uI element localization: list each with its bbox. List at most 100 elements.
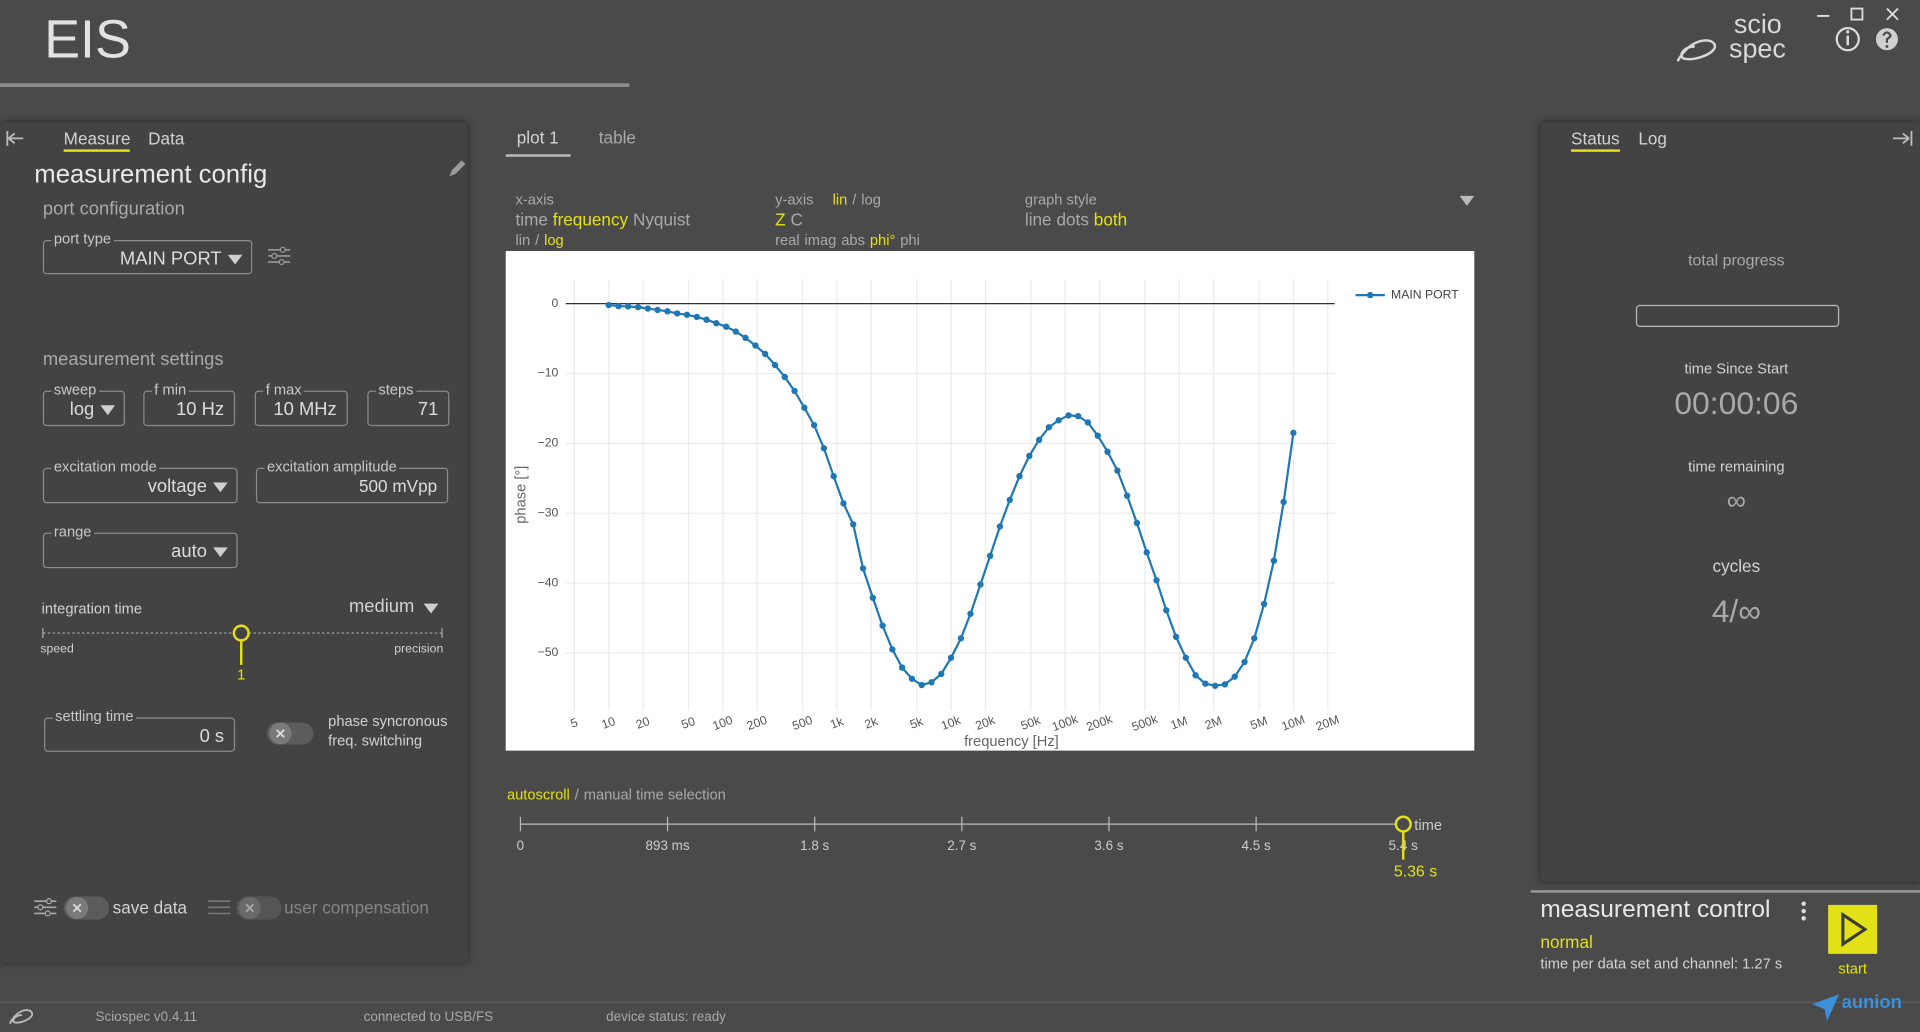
tab-data[interactable]: Data [148,128,185,149]
logo-bottom: spec [1728,33,1786,64]
data-point [781,373,788,381]
field-value: 10 Hz [176,399,225,421]
option[interactable]: Z [775,209,786,229]
option[interactable]: real [775,231,800,249]
x-axis-title: frequency [Hz] [964,734,1059,750]
edit-icon[interactable] [446,158,468,180]
option[interactable]: log [861,191,881,209]
y-axis-components[interactable]: real imag abs phi° phi [775,231,925,248]
option[interactable]: both [1093,209,1128,229]
y-tick-label: −40 [538,575,559,589]
user-compensation-label: user compensation [284,897,429,918]
field-label: f min [151,380,189,398]
y-tick-label: −20 [538,436,559,450]
option[interactable]: line [1024,209,1052,229]
data-point [605,301,612,309]
option[interactable]: imag [804,231,837,249]
option[interactable]: time [515,209,548,229]
footer-line [0,1001,1920,1003]
data-point [938,670,945,678]
integration-slider[interactable] [37,618,453,667]
fmax-input[interactable]: f max 10 MHz [254,380,348,427]
field-label: settling time [52,707,136,725]
data-point [869,594,876,601]
slider-current: 5.36 s [1394,864,1437,881]
option[interactable]: dots [1056,209,1089,229]
x-tick-label: 1M [1169,713,1190,732]
collapse-left[interactable] [5,130,27,147]
x-axis-modes[interactable]: time frequency Nyquist [516,209,696,229]
window-controls[interactable] [1812,5,1910,61]
start-button[interactable] [1827,904,1878,955]
time-slider[interactable]: 0 893 ms 1.8 s 2.7 s 3.6 s 4.5 s 5.4 stime5.36… [496,808,1476,894]
field-label: port type [51,230,114,248]
x-axis-scales[interactable]: lin / log [516,231,569,248]
fmin-input[interactable]: f min 10 Hz [143,380,236,427]
data-point [850,521,857,528]
version: Sciospec v0.4.11 [95,1010,198,1025]
option[interactable]: lin [832,191,848,209]
data-point [879,622,886,629]
field-label: excitation amplitude [264,457,400,476]
tab-status[interactable]: Status [1571,129,1620,152]
port-type-select[interactable]: port type MAIN PORT [42,230,253,275]
option[interactable]: frequency [552,209,629,229]
settings-icon[interactable] [267,245,291,267]
data-point [1143,549,1150,556]
total-progress-bar [1635,304,1840,327]
x-tick-label: 10 [600,714,618,732]
data-point [1260,600,1268,608]
data-point [830,472,837,480]
control-menu[interactable] [1798,900,1810,922]
data-point [1094,432,1101,439]
integration-select[interactable]: medium [349,596,439,617]
time-modes[interactable]: autoscroll / manual time selection [507,786,731,803]
data-point [722,323,730,330]
field-label: steps [375,380,416,398]
option[interactable]: Nyquist [632,209,691,229]
y-axis-scales[interactable]: lin / log [833,191,886,208]
app-title: EIS [44,9,131,70]
range-select[interactable]: range auto [42,522,238,569]
settling-time-input[interactable]: settling time 0 s [44,707,236,752]
excitation-amplitude-input[interactable]: excitation amplitude 500 mVpp [255,457,449,504]
tab-log[interactable]: Log [1638,128,1667,149]
tab-measure[interactable]: Measure [63,129,131,152]
data-point [1026,452,1033,460]
option[interactable]: C [790,209,803,229]
data-point [1270,557,1278,564]
x-tick-label: 200 [745,713,769,733]
data-point [1221,681,1229,688]
collapse-right[interactable] [1892,130,1914,147]
x-tick-label: 2M [1203,713,1224,732]
slider-max-label: precision [394,642,444,657]
device-status: device status: ready [606,1010,726,1025]
save-controls[interactable] [33,895,290,922]
option[interactable]: manual time selection [583,786,726,804]
sweep-select[interactable]: sweep log [42,380,125,427]
data-point [1074,412,1082,420]
excitation-mode-select[interactable]: excitation mode voltage [42,457,238,504]
graph-style-options[interactable]: line dots both [1025,209,1132,229]
data-point [840,500,847,507]
integration-label: integration time [41,600,143,618]
option[interactable]: autoscroll [506,786,570,804]
steps-input[interactable]: steps 71 [367,380,450,427]
toggle[interactable] [266,720,315,747]
option[interactable]: phi [900,231,920,249]
option[interactable]: abs [841,231,865,249]
option[interactable]: lin [515,231,531,249]
tab-table[interactable]: table [598,127,636,147]
option[interactable]: log [544,231,564,249]
tab-underline [505,154,571,157]
option[interactable]: phi° [869,231,896,249]
data-point [1192,672,1199,679]
data-point [771,361,779,369]
y-axis-title: phase [°] [514,466,530,524]
tab-plot[interactable]: plot 1 [516,127,559,147]
options-toggle[interactable] [1459,195,1475,206]
data-point [820,445,828,452]
slider-tick-label: 2.7 s [947,838,976,853]
